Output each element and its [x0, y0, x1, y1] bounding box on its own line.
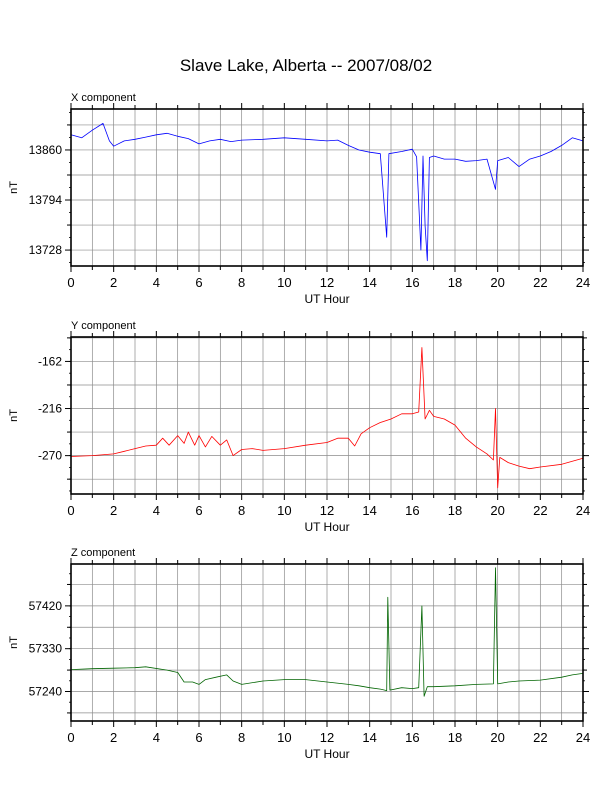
x-tick-label: 12 [320, 730, 334, 745]
y-tick-label: 57420 [29, 599, 63, 613]
x-tick-label: 12 [320, 503, 334, 518]
plot-frame-y [70, 336, 584, 495]
x-tick-label: 18 [448, 275, 462, 290]
x-axis-label: UT Hour [304, 747, 349, 761]
x-tick-label: 0 [67, 730, 74, 745]
x-tick-label: 20 [490, 275, 504, 290]
page-title: Slave Lake, Alberta -- 2007/08/02 [179, 56, 433, 75]
plot-frame-z [70, 563, 584, 722]
y-axis-label: nT [8, 636, 20, 649]
x-tick-label: 16 [405, 275, 419, 290]
x-tick-label: 22 [533, 503, 547, 518]
x-tick-label: 10 [277, 730, 291, 745]
x-tick-label: 6 [195, 275, 202, 290]
panel-title-y: Y component [71, 320, 136, 332]
y-tick-label: -216 [38, 402, 62, 416]
x-tick-label: 14 [362, 730, 376, 745]
x-tick-label: 2 [110, 730, 117, 745]
series-line-x [70, 123, 584, 262]
panel-title-x: X component [71, 92, 136, 104]
x-tick-label: 10 [277, 275, 291, 290]
y-tick-label: 57330 [29, 642, 63, 656]
x-tick-label: 8 [238, 275, 245, 290]
x-tick-label: 4 [153, 730, 160, 745]
x-tick-label: 18 [448, 503, 462, 518]
x-tick-label: 20 [490, 730, 504, 745]
x-tick-label: 14 [362, 275, 376, 290]
x-tick-label: 0 [67, 503, 74, 518]
x-axis-label: UT Hour [304, 292, 349, 306]
x-tick-label: 4 [153, 503, 160, 518]
x-tick-label: 6 [195, 730, 202, 745]
x-tick-label: 6 [195, 503, 202, 518]
x-tick-label: 24 [576, 503, 590, 518]
series-line-z [70, 567, 584, 697]
y-axis-label: nT [8, 181, 20, 194]
y-tick-label: 13794 [29, 193, 63, 207]
x-tick-label: 12 [320, 275, 334, 290]
x-tick-label: 16 [405, 730, 419, 745]
x-tick-label: 2 [110, 503, 117, 518]
plot-frame-x [70, 108, 584, 267]
x-axis-label: UT Hour [304, 520, 349, 534]
x-tick-label: 16 [405, 503, 419, 518]
y-tick-label: 57240 [29, 685, 63, 699]
x-tick-label: 22 [533, 275, 547, 290]
x-tick-label: 2 [110, 275, 117, 290]
x-tick-label: 0 [67, 275, 74, 290]
x-tick-label: 24 [576, 275, 590, 290]
panel-title-z: Z component [71, 547, 135, 559]
x-tick-label: 20 [490, 503, 504, 518]
y-axis-label: nT [8, 409, 20, 422]
series-line-y [70, 347, 584, 489]
x-tick-label: 4 [153, 275, 160, 290]
x-tick-label: 10 [277, 503, 291, 518]
x-tick-label: 8 [238, 730, 245, 745]
x-tick-label: 18 [448, 730, 462, 745]
y-tick-label: 13860 [29, 143, 63, 157]
y-tick-label: -162 [38, 354, 62, 368]
y-tick-label: 13728 [29, 243, 63, 257]
x-tick-label: 22 [533, 730, 547, 745]
x-tick-label: 24 [576, 730, 590, 745]
x-tick-label: 8 [238, 503, 245, 518]
y-tick-label: -270 [38, 449, 62, 463]
x-tick-label: 14 [362, 503, 376, 518]
